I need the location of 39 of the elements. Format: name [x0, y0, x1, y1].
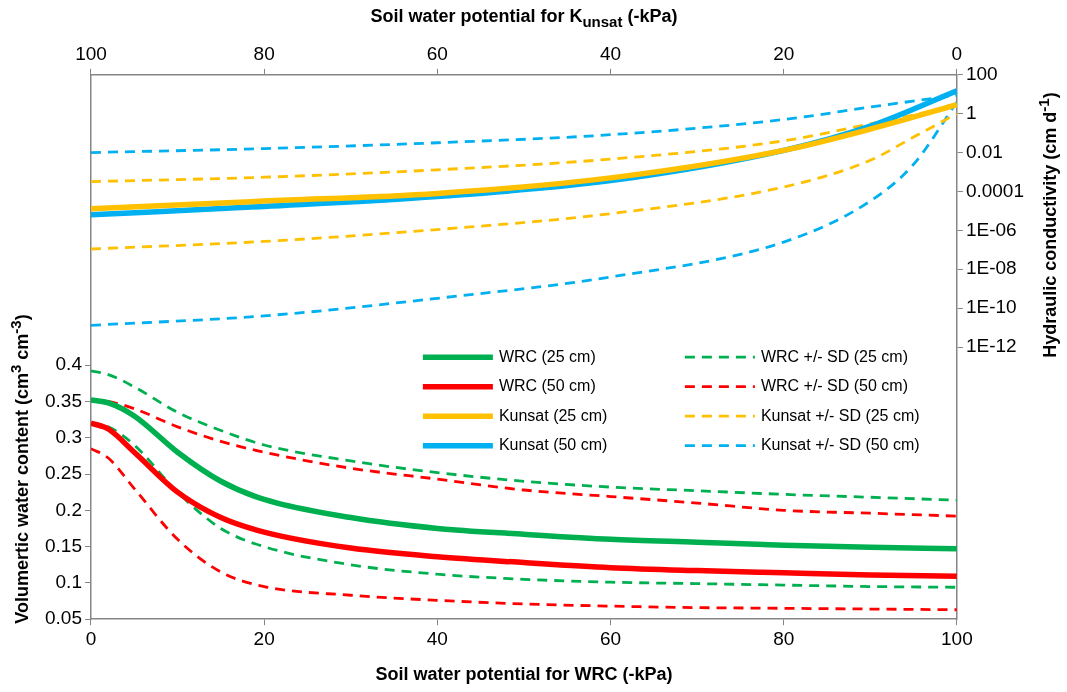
x-tick-label: 60 — [599, 627, 622, 649]
y-tick-label: 0.3 — [55, 425, 82, 447]
legend-label: Kunsat +/- SD (25 cm) — [760, 406, 920, 424]
y-tick-label: 0.15 — [45, 534, 82, 556]
legend-label: WRC (25 cm) — [498, 347, 596, 365]
y2-tick-label: 0.01 — [965, 140, 1003, 162]
x2-tick-label: 0 — [951, 42, 963, 64]
legend-label: WRC +/- SD (25 cm) — [760, 347, 909, 365]
legend-label: WRC (50 cm) — [498, 377, 596, 395]
y-tick-label: 0.4 — [55, 353, 83, 375]
x2-tick-label: 40 — [599, 42, 622, 64]
x-tick-label: 80 — [773, 627, 795, 649]
y-tick-label: 0.25 — [45, 462, 82, 484]
legend-label: WRC +/- SD (50 cm) — [760, 377, 909, 395]
legend-label: Kunsat (50 cm) — [498, 436, 608, 454]
legend-label: Kunsat +/- SD (50 cm) — [760, 436, 920, 454]
x2-tick-label: 60 — [426, 42, 448, 64]
y2-tick-label: 0.0001 — [965, 179, 1025, 201]
x-tick-label: 0 — [85, 627, 97, 649]
x-tick-label: 40 — [426, 627, 448, 649]
y2-tick-label: 1E-08 — [965, 257, 1017, 279]
y-tick-label: 0.05 — [45, 607, 82, 629]
x-tick-label: 100 — [941, 627, 973, 649]
x2-tick-label: 20 — [773, 42, 795, 64]
y2-tick-label: 1 — [965, 101, 977, 123]
x2-tick-label: 100 — [75, 42, 107, 64]
x2-axis-title: Soil water potential for K$_{unsat}$ (-kPa) — [370, 6, 678, 30]
y-tick-label: 0.35 — [45, 389, 82, 411]
y-tick-label: 0.2 — [55, 498, 82, 520]
y2-tick-label: 1E-10 — [965, 296, 1017, 318]
y2-tick-label: 1E-12 — [965, 335, 1017, 357]
y-tick-label: 0.1 — [55, 571, 82, 593]
y2-tick-label: 1E-06 — [965, 218, 1017, 240]
x-tick-label: 20 — [253, 627, 275, 649]
x-axis-title: Soil water potential for WRC (-kPa) — [375, 663, 673, 685]
y2-tick-label: 100 — [965, 63, 998, 85]
x2-tick-label: 80 — [253, 42, 275, 64]
legend-label: Kunsat (25 cm) — [498, 406, 608, 424]
line-series — [90, 112, 957, 251]
